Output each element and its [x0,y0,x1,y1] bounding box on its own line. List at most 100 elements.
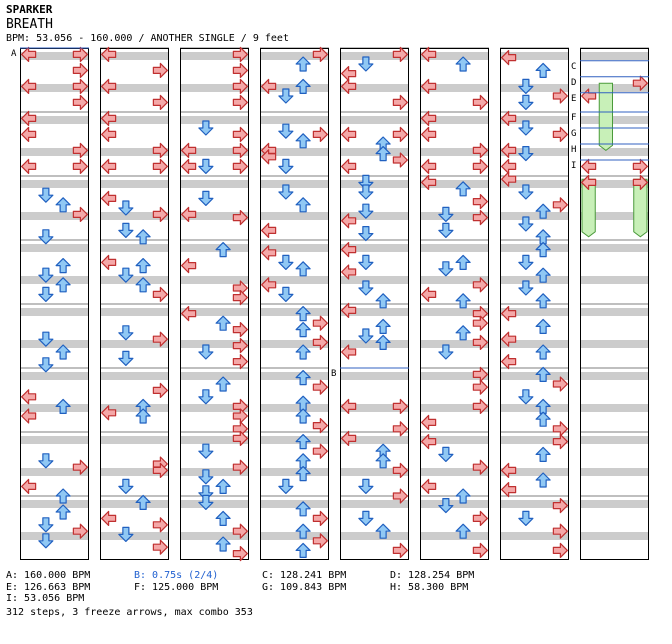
arrow-right-icon [312,510,328,527]
beat-stripe [261,276,328,284]
arrow-down-icon [358,56,374,72]
arrow-down-icon [118,350,134,366]
arrow-up-icon [535,366,551,382]
arrow-down-icon [118,478,134,494]
beat-stripe [581,84,648,92]
arrow-left-icon [421,110,437,127]
bpm-legend-item: E: 126.663 BPM [6,581,91,593]
marker-label: G [571,129,576,139]
arrow-left-icon [261,277,277,293]
arrow-down-icon [198,190,214,206]
arrow-down-icon [438,206,454,222]
arrow-right-icon [72,94,88,111]
beat-stripe [101,436,168,444]
arrow-right-icon [312,533,328,549]
arrow-right-icon [152,142,168,158]
beat-stripe [181,180,248,188]
arrow-left-icon [101,254,117,270]
beat-stripe [341,116,408,124]
arrow-right-icon [552,542,568,559]
arrow-down-icon [118,325,134,341]
beat-stripe [581,276,648,284]
arrow-right-icon [232,158,248,174]
arrow-up-icon [375,146,391,162]
arrow-down-icon [198,469,214,485]
arrow-left-icon [421,478,437,494]
arrow-left-icon [501,142,517,158]
beat-stripe [501,244,568,252]
arrow-left-icon [21,408,37,424]
beat-stripe [261,340,328,348]
beat-stripe [421,436,488,444]
beat-stripe [101,84,168,92]
arrow-up-icon [135,229,151,245]
arrow-down-icon [518,120,534,136]
bpm-legend-item: F: 125.000 BPM [134,581,219,593]
beat-stripe [501,84,568,92]
beat-stripe [581,116,648,124]
arrow-right-icon [472,277,488,293]
beat-stripe [101,372,168,380]
beat-stripe [21,180,88,188]
column-border [100,48,169,560]
chart-column [340,47,409,560]
arrow-down-icon [118,526,134,543]
arrow-up-icon [375,293,391,309]
arrow-down-icon [358,203,374,219]
arrow-left-icon [101,405,117,421]
arrow-left-icon [261,149,277,165]
arrow-down-icon [278,254,294,270]
arrow-down-icon [438,222,454,238]
arrow-down-icon [38,331,54,347]
arrow-up-icon [375,453,391,469]
arrow-left-icon [101,126,117,142]
beat-stripe [501,276,568,284]
chart-column [260,47,329,560]
arrow-down-icon [358,184,374,200]
arrow-up-icon [455,523,471,539]
arrow-right-icon [392,488,408,504]
beat-stripe [181,340,248,348]
beat-stripe [421,500,488,508]
arrow-up-icon [215,536,231,552]
beat-stripe [501,532,568,540]
beat-stripe [101,116,168,124]
arrow-right-icon [72,78,88,95]
beat-stripe [341,372,408,380]
arrow-right-icon [152,517,168,533]
arrow-left-icon [101,46,117,63]
beat-stripe [21,468,88,476]
arrow-right-icon [232,78,248,95]
arrow-right-icon [552,498,568,514]
arrow-up-icon [295,523,311,539]
bpm-legend-item: I: 53.056 BPM [6,593,85,604]
arrow-right-icon [472,542,488,559]
arrow-right-icon [312,46,328,63]
arrow-left-icon [341,78,357,95]
arrow-right-icon [392,398,408,414]
beat-stripe [181,436,248,444]
beat-stripe [261,372,328,380]
beat-stripe [21,276,88,284]
beat-stripe [101,308,168,316]
beat-stripe [581,404,648,412]
arrow-right-icon [392,462,408,478]
arrow-left-icon [501,354,517,370]
beat-stripe [21,116,88,124]
arrow-up-icon [535,267,551,283]
arrow-up-icon [455,488,471,504]
arrow-up-icon [535,62,551,79]
beat-stripe [101,276,168,284]
chart-legend: A: 160.000 BPM B: 0.75s (2/4) C: 128.241 B… [6,570,518,619]
arrow-left-icon [341,430,357,446]
beat-stripe [101,52,168,60]
arrow-down-icon [438,446,454,462]
beat-stripe [261,180,328,188]
stop-legend-item: B: 0.75s (2/4) [134,570,219,581]
arrow-down-icon [38,533,54,549]
marker-label: C [571,62,576,72]
beat-stripe [261,84,328,92]
arrow-left-icon [21,78,37,95]
arrow-left-icon [21,126,37,142]
arrow-down-icon [198,389,214,405]
